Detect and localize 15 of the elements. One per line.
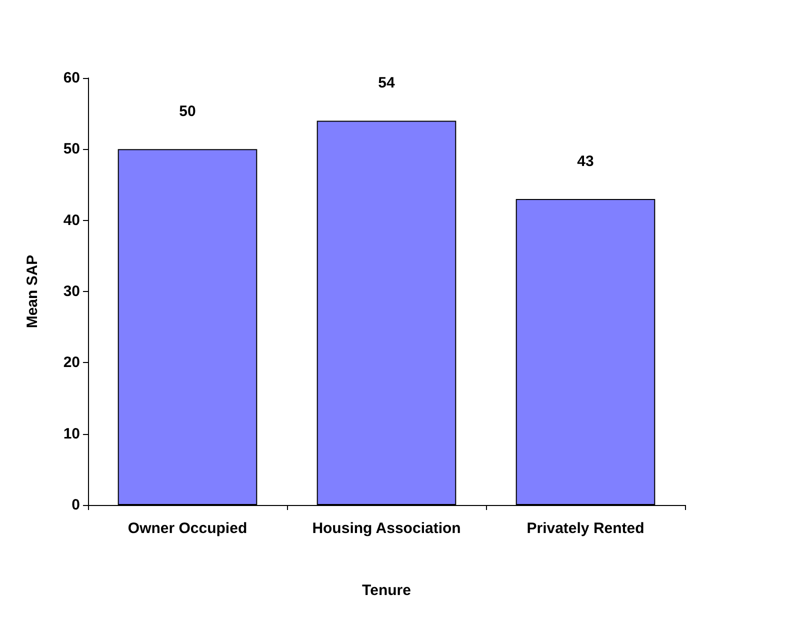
data-label: 50 xyxy=(179,103,196,120)
data-label: 54 xyxy=(378,74,396,92)
y-tick-label: 10 xyxy=(63,425,80,442)
y-tick-label: 60 xyxy=(63,70,80,86)
y-tick-label: 0 xyxy=(72,496,80,514)
y-tick-label: 30 xyxy=(63,283,80,300)
x-tick-label: Privately Rented xyxy=(526,520,644,537)
y-tick-label: 40 xyxy=(63,212,80,229)
x-axis-title: Tenure xyxy=(362,582,411,599)
data-label: 43 xyxy=(577,152,594,170)
y-tick-label: 20 xyxy=(63,354,80,372)
x-tick-label: Owner Occupied xyxy=(128,520,248,537)
x-tick-label: Housing Association xyxy=(312,520,461,537)
y-axis-title: Mean SAP xyxy=(24,254,41,328)
y-tick-label: 50 xyxy=(63,140,80,158)
